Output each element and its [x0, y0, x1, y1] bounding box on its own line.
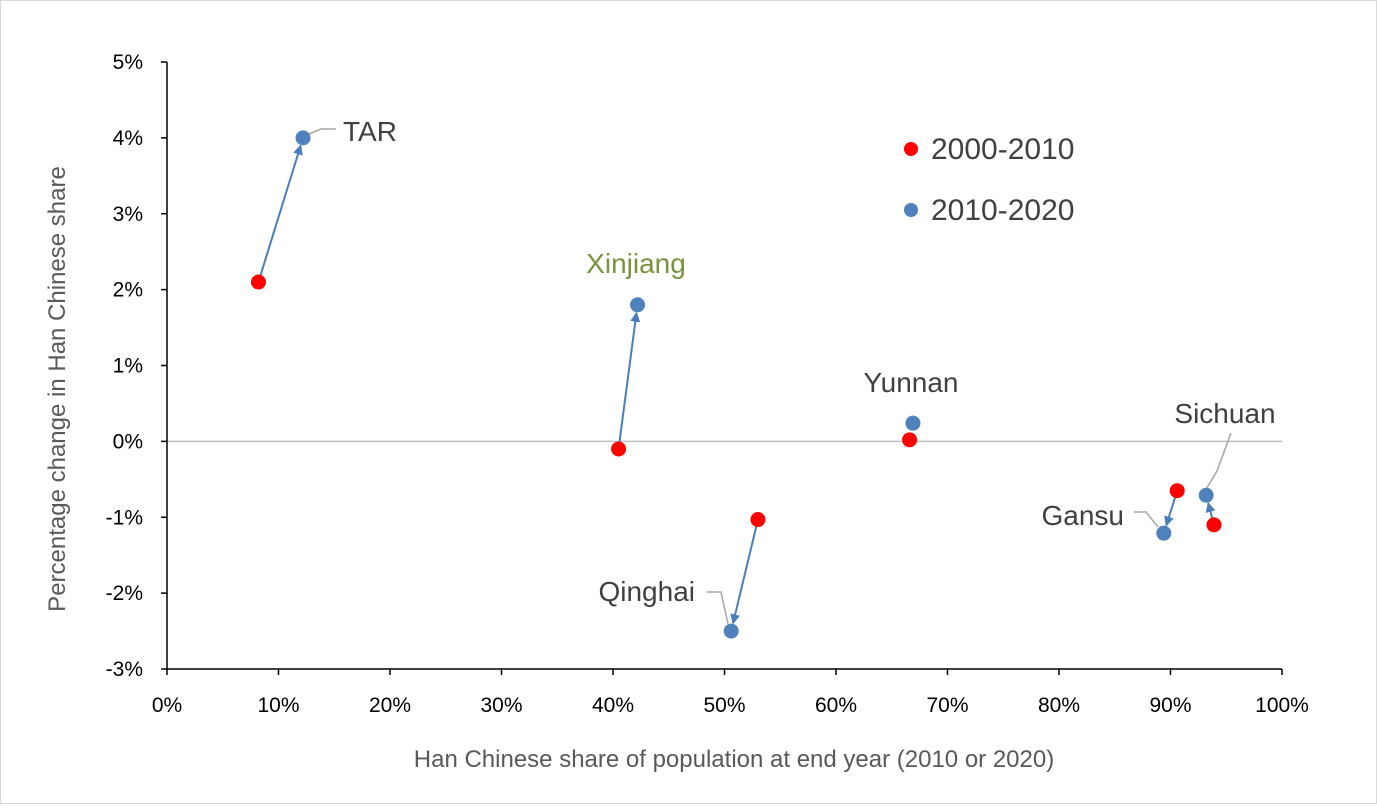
x-tick-label: 40%: [592, 694, 634, 717]
x-tick-label: 100%: [1255, 694, 1309, 717]
region-label-qinghai: Qinghai: [598, 576, 695, 607]
y-tick-label: 5%: [113, 51, 143, 74]
leader-line-gansu: [1134, 511, 1159, 528]
y-tick-label: -1%: [106, 506, 143, 529]
x-axis-title: Han Chinese share of population at end y…: [414, 746, 1054, 773]
point-2010-2020-gansu: [1156, 525, 1172, 541]
legend-label-2000-2010: 2000-2010: [931, 133, 1074, 166]
leader-line-tar: [308, 128, 336, 135]
point-2010-2020-qinghai: [723, 623, 739, 639]
point-2000-2010-tar: [250, 274, 266, 290]
y-tick-label: -2%: [106, 582, 143, 605]
legend-marker-2010-2020: [904, 203, 918, 217]
arrow-gansu: [1164, 496, 1177, 527]
y-tick-label: 4%: [113, 127, 143, 150]
arrow-qinghai: [730, 525, 758, 625]
x-tick-label: 20%: [369, 694, 411, 717]
region-label-gansu: Gansu: [1042, 500, 1125, 531]
point-2010-2020-sichuan: [1198, 487, 1214, 503]
point-2000-2010-gansu: [1169, 483, 1185, 499]
point-2010-2020-xinjiang: [630, 297, 646, 313]
region-label-xinjiang: Xinjiang: [586, 248, 686, 279]
region-label-sichuan: Sichuan: [1174, 398, 1275, 429]
arrow-tar: [259, 144, 303, 277]
x-tick-label: 60%: [815, 694, 857, 717]
x-tick-label: 50%: [703, 694, 745, 717]
legend: 2000-2010 2010-2020: [904, 133, 1074, 227]
y-tick-label: 1%: [113, 355, 143, 378]
legend-marker-2000-2010: [904, 142, 918, 156]
point-2000-2010-xinjiang: [611, 441, 627, 457]
y-tick-label: -3%: [106, 658, 143, 681]
leader-lines: [308, 128, 1232, 625]
x-tick-label: 70%: [926, 694, 968, 717]
point-2000-2010-yunnan: [902, 432, 918, 448]
point-2000-2010-qinghai: [750, 512, 766, 528]
arrow-sichuan: [1205, 502, 1216, 520]
point-2010-2020-tar: [295, 130, 311, 146]
leader-line-sichuan: [1204, 432, 1232, 492]
y-tick-label: 3%: [113, 203, 143, 226]
y-tick-label: 0%: [113, 430, 143, 453]
labels-layer: TAR Xinjiang Yunnan Sichuan Gansu Qinghai: [343, 116, 1276, 607]
x-tick-label: 0%: [152, 694, 182, 717]
point-2000-2010-sichuan: [1206, 517, 1222, 533]
x-tick-label: 30%: [480, 694, 522, 717]
x-tick-label: 80%: [1038, 694, 1080, 717]
axes-layer: -3% -2% -1% 0% 1% 2% 3% 4% 5% 0% 10% 20% 30% 40% 50% 60…: [106, 51, 1309, 717]
region-label-yunnan: Yunnan: [864, 367, 959, 398]
legend-label-2010-2020: 2010-2020: [931, 194, 1074, 227]
point-2010-2020-yunnan: [905, 415, 921, 431]
y-axis-title: Percentage change in Han Chinese share: [44, 166, 71, 612]
arrows-layer: [259, 144, 1216, 625]
x-tick-label: 10%: [257, 694, 299, 717]
x-tick-label: 90%: [1149, 694, 1191, 717]
y-tick-label: 2%: [113, 279, 143, 302]
arrow-xinjiang: [618, 311, 641, 444]
leader-line-qinghai: [707, 591, 729, 625]
points-layer: [250, 130, 1222, 639]
region-label-tar: TAR: [343, 116, 397, 147]
